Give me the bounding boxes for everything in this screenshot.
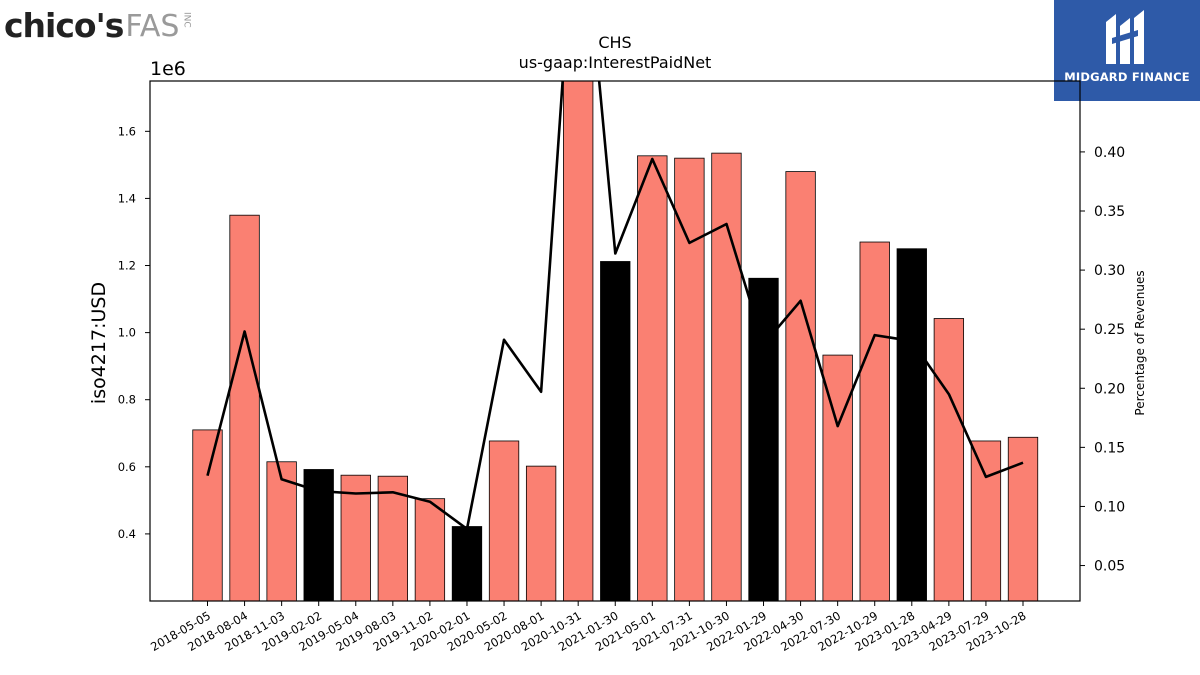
y2-tick-label: 0.20 bbox=[1094, 381, 1125, 397]
chicos-fas-logo: chico's FAS INC bbox=[4, 2, 192, 45]
logo-suffix-text: FAS bbox=[125, 9, 180, 44]
bar-2023-07-29 bbox=[970, 440, 1002, 601]
midgard-mark-icon bbox=[1106, 10, 1144, 64]
bar-2021-07-31 bbox=[674, 157, 705, 601]
bar-2021-05-01 bbox=[637, 155, 668, 601]
bar-2022-04-30 bbox=[785, 171, 816, 601]
y-axis-label: iso4217:USD bbox=[88, 282, 110, 404]
bar-2020-05-02 bbox=[488, 440, 520, 601]
left-axis-ticks: 0.4 0.6 0.8 1.0 1.2 1.4 1.6 bbox=[118, 124, 150, 541]
bar-2019-11-02 bbox=[414, 498, 446, 601]
bar-2019-05-04 bbox=[340, 474, 371, 601]
y2-tick-label: 0.30 bbox=[1094, 263, 1125, 279]
y-tick-label: 0.8 bbox=[118, 393, 136, 407]
y2-tick-label: 0.10 bbox=[1094, 499, 1125, 515]
bar-2023-01-28 bbox=[896, 248, 927, 601]
chart-title: CHS bbox=[598, 33, 631, 52]
bar-2020-10-31 bbox=[563, 81, 594, 601]
y-axis-offset-label: 1e6 bbox=[150, 58, 186, 80]
percentage-line-series bbox=[206, 81, 1024, 531]
y2-tick-label: 0.40 bbox=[1094, 145, 1125, 161]
y-tick-label: 0.6 bbox=[118, 460, 136, 474]
bar-2023-10-28 bbox=[1007, 436, 1039, 601]
x-axis-ticks: 2018-05-052018-08-042018-11-032019-02-02… bbox=[148, 601, 1029, 654]
logo-inc-text: INC bbox=[181, 12, 192, 28]
bar-2020-02-01 bbox=[451, 526, 483, 601]
bar-2022-01-29 bbox=[748, 277, 779, 601]
percentage-of-revenues-line bbox=[206, 81, 1024, 531]
midgard-finance-logo: MIDGARD FINANCE bbox=[1054, 0, 1200, 101]
bar-2019-02-02 bbox=[303, 469, 334, 601]
y2-tick-label: 0.25 bbox=[1094, 322, 1125, 338]
bar-2018-11-03 bbox=[266, 461, 297, 601]
y2-tick-label: 0.35 bbox=[1094, 204, 1125, 220]
bar-2023-04-29 bbox=[933, 318, 965, 601]
bar-2021-10-30 bbox=[711, 152, 742, 601]
y2-tick-label: 0.05 bbox=[1094, 559, 1125, 575]
bar-2020-08-01 bbox=[525, 465, 557, 601]
right-axis-ticks: 0.05 0.10 0.15 0.20 0.25 0.30 0.35 0.40 bbox=[1080, 145, 1125, 575]
y-tick-label: 1.6 bbox=[118, 124, 136, 138]
bar-2019-08-03 bbox=[377, 475, 408, 601]
midgard-finance-name: MIDGARD FINANCE bbox=[1064, 70, 1190, 84]
chart-subtitle: us-gaap:InterestPaidNet bbox=[519, 53, 712, 72]
y-tick-label: 1.0 bbox=[118, 326, 136, 340]
y2-tick-label: 0.15 bbox=[1094, 440, 1125, 456]
bar-2022-10-29 bbox=[859, 241, 890, 601]
bar-2021-01-30 bbox=[600, 261, 631, 601]
y2-axis-label: Percentage of Revenues bbox=[1133, 270, 1147, 415]
bar-series bbox=[192, 81, 1039, 601]
y-tick-label: 0.4 bbox=[118, 527, 136, 541]
logo-main-text: chico's bbox=[4, 6, 124, 45]
bar-2018-08-04 bbox=[229, 214, 260, 601]
y-tick-label: 1.2 bbox=[118, 259, 136, 273]
y-tick-label: 1.4 bbox=[118, 191, 136, 205]
bar-2018-05-05 bbox=[192, 429, 223, 601]
